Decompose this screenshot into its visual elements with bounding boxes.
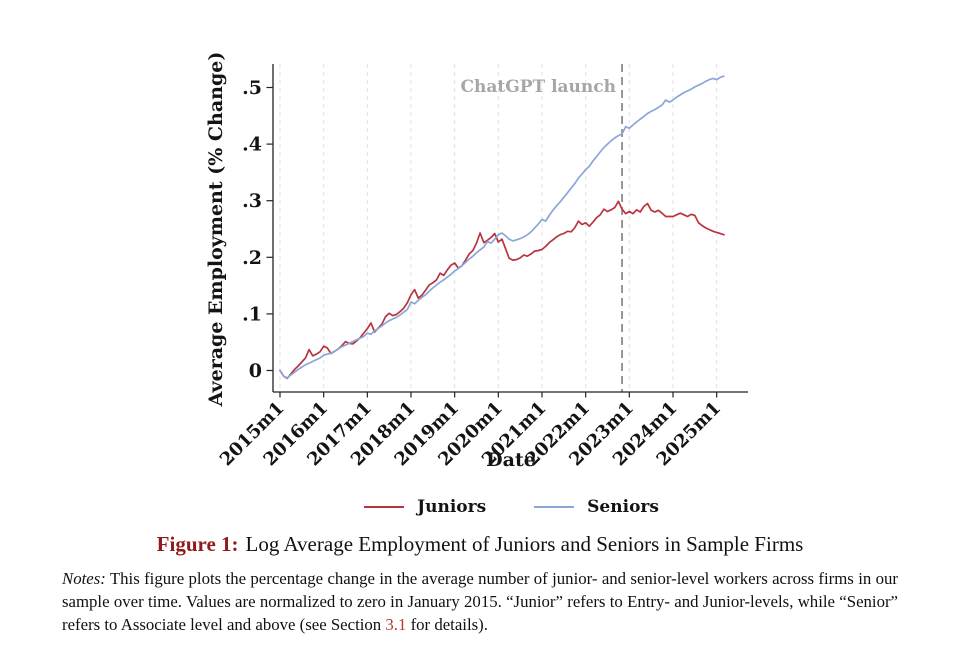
seniors-line-swatch	[534, 506, 575, 508]
y-tick-label: .4	[242, 134, 262, 156]
series-seniors-line	[279, 75, 725, 379]
chart-legend: Juniors Seniors	[273, 497, 750, 517]
notes-text-2: for details).	[406, 615, 488, 634]
y-tick-label: .2	[242, 247, 262, 269]
x-axis-title: Date	[486, 449, 536, 471]
y-tick-label: .1	[242, 303, 262, 325]
notes-text-1: This figure plots the percentage change …	[62, 569, 898, 634]
y-axis-title: Average Employment (% Change)	[205, 52, 227, 408]
juniors-line-swatch	[364, 506, 405, 508]
series-juniors-line	[279, 200, 725, 380]
section-link[interactable]: 3.1	[385, 615, 407, 634]
employment-line-chart: 2015m12016m12017m12018m12019m12020m12021…	[205, 52, 748, 471]
legend-label-seniors: Seniors	[587, 497, 659, 517]
legend-item-juniors: Juniors	[364, 497, 486, 517]
figure-caption: Figure 1: Log Average Employment of Junio…	[0, 532, 960, 557]
y-tick-label: 0	[249, 360, 262, 382]
legend-label-juniors: Juniors	[417, 497, 487, 517]
figure-caption-text: Log Average Employment of Juniors and Se…	[245, 532, 804, 556]
figure-notes: Notes: This figure plots the percentage …	[62, 567, 898, 636]
legend-item-seniors: Seniors	[534, 497, 659, 517]
figure-caption-label: Figure 1:	[156, 532, 239, 556]
y-tick-label: .3	[242, 190, 262, 212]
notes-prefix: Notes:	[62, 569, 106, 588]
chatgpt-launch-label: ChatGPT launch	[460, 77, 616, 97]
y-tick-label: .5	[242, 77, 262, 99]
